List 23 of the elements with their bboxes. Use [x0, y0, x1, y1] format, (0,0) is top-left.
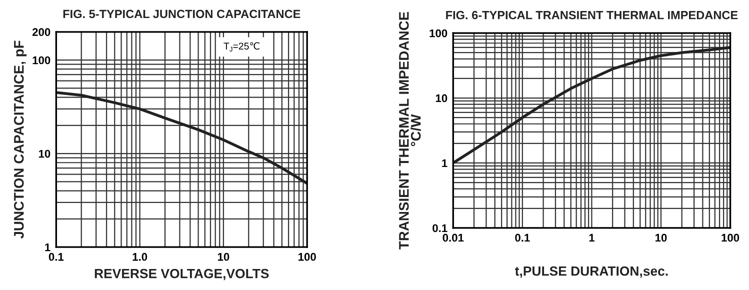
y-tick-label: 200 [32, 28, 50, 36]
y-tick-label: 1 [442, 159, 448, 168]
x-tick-label: 100 [298, 252, 316, 261]
y-axis-title: TRANSIENT THERMAL IMPEDANCE °C/W [398, 12, 421, 250]
chart-title: FIG. 5-TYPICAL JUNCTION CAPACITANCE [63, 10, 300, 18]
x-tick-label: 0.01 [442, 234, 464, 242]
y-tick-label: 100 [430, 29, 448, 38]
x-tick-label: 0.1 [48, 252, 64, 261]
y-tick-label: 1 [45, 243, 50, 252]
chart-title: FIG. 6-TYPICAL TRANSIENT THERMAL IMPEDANCE [446, 10, 738, 20]
x-tick-label: 10 [218, 252, 230, 261]
x-tick-label: 10 [656, 234, 667, 242]
x-axis-title: REVERSE VOLTAGE,VOLTS [94, 268, 269, 280]
x-tick-label: 1 [589, 234, 594, 242]
y-tick-label: 10 [436, 94, 448, 102]
y-tick-label: 10 [38, 150, 50, 158]
y-tick-label: 0.1 [432, 224, 448, 232]
x-tick-label: 0.1 [515, 234, 530, 242]
y-tick-label: 100 [32, 56, 50, 64]
y-axis-title: JUNCTION CAPACITANCE, pF [14, 40, 27, 239]
x-tick-label: 1.0 [132, 252, 148, 261]
x-tick-label: 100 [722, 234, 740, 242]
x-axis-title: t,PULSE DURATION,sec. [515, 266, 668, 278]
